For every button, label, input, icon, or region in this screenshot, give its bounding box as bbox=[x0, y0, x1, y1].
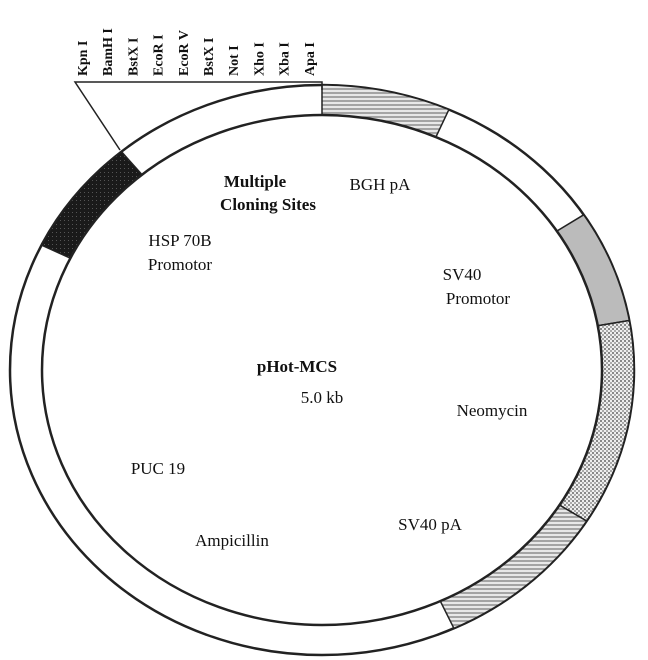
plasmid-size: 5.0 kb bbox=[301, 388, 344, 407]
site-label: BstX I bbox=[126, 37, 141, 76]
feature-label: HSP 70B bbox=[148, 231, 211, 250]
site-label: Xho I bbox=[252, 42, 267, 76]
site-label: Not I bbox=[227, 45, 242, 76]
feature-label: Ampicillin bbox=[195, 531, 269, 550]
feature-label: SV40 bbox=[443, 265, 482, 284]
site-label: BamH I bbox=[101, 28, 116, 76]
site-label: Apa I bbox=[303, 42, 318, 76]
plasmid-ring bbox=[8, 83, 636, 657]
feature-label: PUC 19 bbox=[131, 459, 185, 478]
restriction-sites: Kpn I BamH I BstX I EcoR I EcoR V BstX I Not I… bbox=[76, 28, 318, 76]
feature-label: Promotor bbox=[446, 289, 511, 308]
site-label: EcoR V bbox=[177, 30, 192, 76]
feature-label: Neomycin bbox=[457, 401, 528, 420]
feature-label: SV40 pA bbox=[398, 515, 462, 534]
feature-label: Multiple bbox=[224, 172, 287, 191]
site-label: Xba I bbox=[278, 42, 293, 76]
feature-label: Cloning Sites bbox=[220, 195, 316, 214]
site-label: BstX I bbox=[202, 37, 217, 76]
mcs-bracket bbox=[73, 81, 323, 151]
feature-label: BGH pA bbox=[350, 175, 412, 194]
feature-label: Promotor bbox=[148, 255, 213, 274]
plasmid-name: pHot-MCS bbox=[257, 357, 337, 376]
inner-circle bbox=[40, 113, 604, 627]
site-label: EcoR I bbox=[152, 34, 167, 76]
site-label: Kpn I bbox=[76, 41, 91, 76]
